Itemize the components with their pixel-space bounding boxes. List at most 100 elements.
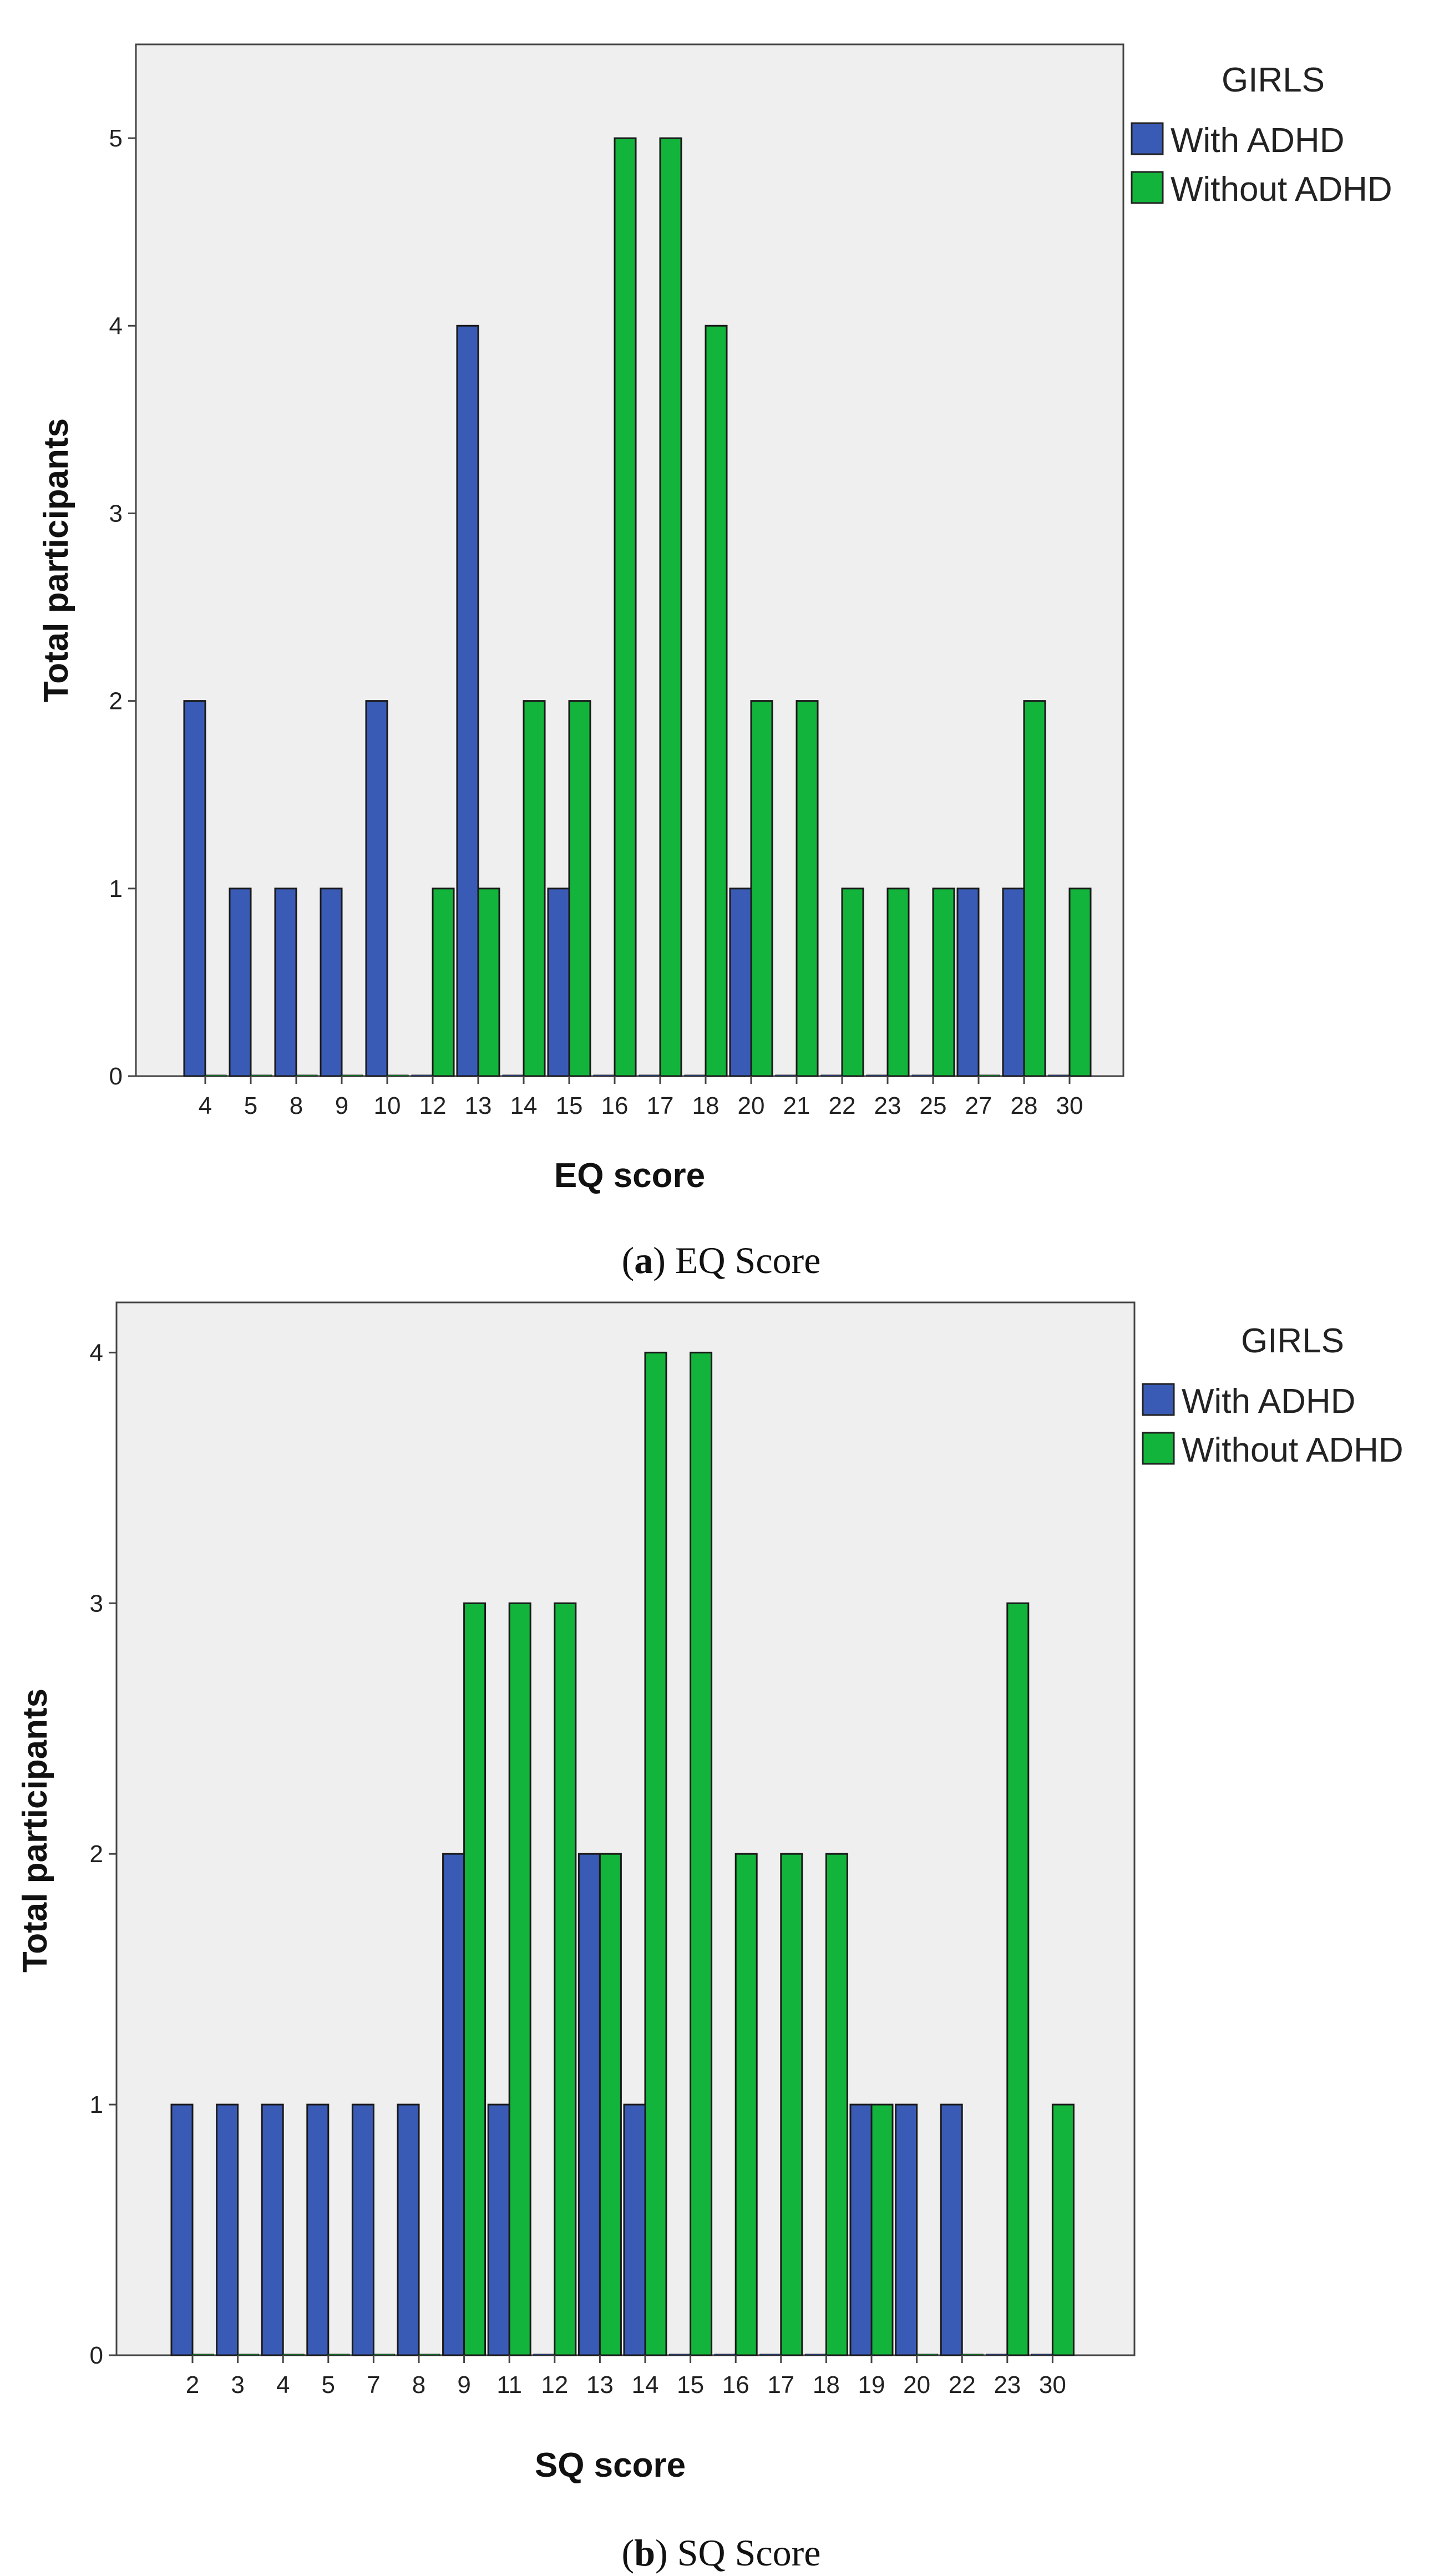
bar-without-adhd-sq-14: [644, 1351, 667, 2356]
legend-swatch-without-adhd-sq: [1142, 1432, 1175, 1465]
y-tick-label: 2: [109, 688, 123, 715]
bar-without-adhd-eq-16: [614, 137, 637, 1077]
x-tick-label: 11: [496, 2371, 522, 2398]
bar-with-adhd-eq-13: [456, 324, 479, 1077]
x-tick-label: 4: [276, 2371, 290, 2398]
x-tick-label: 5: [244, 1092, 257, 1119]
x-tick-label: 13: [465, 1092, 492, 1119]
bar-with-adhd-eq-27: [956, 888, 980, 1077]
caption-eq: (a) EQ Score: [622, 1239, 821, 1281]
x-tick-label: 12: [541, 2371, 568, 2398]
bar-without-adhd-eq-14: [523, 700, 546, 1077]
bar-without-adhd-sq-4: [282, 2354, 305, 2356]
x-tick-label: 16: [601, 1092, 629, 1119]
x-tick-label: 20: [738, 1092, 765, 1119]
bar-with-adhd-sq-23: [986, 2354, 1008, 2356]
bar-without-adhd-sq-5: [328, 2354, 350, 2356]
y-axis-title-sq: Total participants: [16, 1688, 54, 1972]
x-tick-label: 13: [586, 2371, 614, 2398]
bar-without-adhd-sq-8: [418, 2354, 440, 2356]
bar-without-adhd-eq-21: [796, 700, 819, 1077]
x-tick-label: 22: [829, 1092, 856, 1119]
x-tick-label: 14: [510, 1092, 538, 1119]
bar-without-adhd-eq-13: [477, 888, 500, 1077]
bar-without-adhd-eq-18: [705, 324, 728, 1077]
y-tick-label: 2: [90, 1840, 103, 1868]
bar-with-adhd-sq-17: [759, 2354, 782, 2356]
y-tick-label: 4: [109, 312, 123, 339]
x-tick-label: 4: [199, 1092, 212, 1119]
bar-with-adhd-eq-12: [411, 1074, 433, 1077]
legend-swatch-with-adhd-sq: [1142, 1383, 1175, 1416]
bar-without-adhd-sq-15: [690, 1351, 713, 2356]
y-tick-label: 3: [90, 1590, 103, 1617]
bar-with-adhd-sq-3: [216, 2103, 239, 2356]
x-axis-title-eq: EQ score: [554, 1157, 705, 1195]
y-axis-title-eq: Total participants: [37, 418, 75, 702]
bar-with-adhd-eq-17: [639, 1074, 661, 1077]
bar-with-adhd-eq-23: [866, 1074, 888, 1077]
y-tick-label: 3: [109, 500, 123, 527]
bar-with-adhd-sq-22: [940, 2103, 963, 2356]
x-tick-label: 10: [374, 1092, 401, 1119]
x-tick-label: 18: [692, 1092, 720, 1119]
y-tick-label: 1: [109, 875, 123, 902]
bar-without-adhd-eq-27: [978, 1074, 1000, 1077]
bar-without-adhd-sq-13: [599, 1853, 622, 2356]
bar-without-adhd-eq-15: [568, 700, 591, 1077]
y-axis-eq: 0 1 2 3 4 5: [109, 125, 136, 1090]
bar-with-adhd-sq-15: [669, 2354, 691, 2356]
bar-with-adhd-eq-21: [775, 1074, 797, 1077]
legend-label-without-adhd-eq: Without ADHD: [1171, 170, 1392, 209]
bar-with-adhd-sq-12: [533, 2354, 555, 2356]
x-axis-sq: 2 3 4 5 7 8 9 11 12 13 14 15 16 17 18 19 20 22 23 30: [186, 2355, 1066, 2398]
x-tick-label: 8: [412, 2371, 425, 2398]
y-tick-label: 4: [90, 1339, 103, 1366]
bar-without-adhd-eq-12: [432, 888, 455, 1077]
bar-without-adhd-sq-9: [463, 1602, 487, 2356]
x-tick-label: 14: [632, 2371, 659, 2398]
bars-sq: [170, 1351, 1075, 2356]
bar-without-adhd-sq-7: [373, 2354, 395, 2356]
x-tick-label: 16: [722, 2371, 749, 2398]
x-tick-label: 20: [903, 2371, 930, 2398]
bar-with-adhd-eq-16: [593, 1074, 615, 1077]
bar-without-adhd-sq-16: [734, 1853, 758, 2356]
bar-with-adhd-eq-14: [502, 1074, 524, 1077]
x-tick-label: 18: [813, 2371, 840, 2398]
bar-without-adhd-sq-30: [1051, 2103, 1075, 2356]
bar-with-adhd-eq-4: [183, 700, 206, 1077]
x-tick-label: 8: [290, 1092, 303, 1119]
bar-with-adhd-sq-18: [804, 2354, 827, 2356]
bar-without-adhd-eq-5: [250, 1074, 272, 1077]
bar-without-adhd-sq-18: [825, 1853, 848, 2356]
bar-with-adhd-sq-7: [351, 2103, 374, 2356]
bar-without-adhd-eq-20: [750, 700, 773, 1077]
bar-with-adhd-eq-22: [820, 1074, 843, 1077]
x-tick-label: 23: [994, 2371, 1021, 2398]
bar-with-adhd-sq-11: [487, 2103, 510, 2356]
bar-without-adhd-sq-19: [870, 2103, 894, 2356]
bar-with-adhd-sq-8: [397, 2103, 420, 2356]
bar-with-adhd-sq-30: [1031, 2354, 1053, 2356]
x-tick-label: 5: [322, 2371, 335, 2398]
bar-without-adhd-sq-20: [916, 2354, 939, 2356]
bars-eq: [183, 137, 1092, 1077]
bar-without-adhd-eq-23: [886, 888, 910, 1077]
bar-without-adhd-eq-10: [387, 1074, 409, 1077]
x-tick-label: 15: [556, 1092, 583, 1119]
caption-sq: (b) SQ Score: [622, 2532, 821, 2574]
legend-eq: GIRLS With ADHD Without ADHD: [1131, 61, 1392, 209]
legend-label-without-adhd-sq: Without ADHD: [1182, 1431, 1404, 1469]
x-tick-label: 3: [231, 2371, 244, 2398]
bar-with-adhd-sq-19: [849, 2103, 873, 2356]
bar-without-adhd-eq-17: [659, 137, 682, 1077]
bar-with-adhd-sq-16: [714, 2354, 736, 2356]
bar-with-adhd-sq-9: [442, 1853, 465, 2356]
x-tick-label: 25: [920, 1092, 947, 1119]
x-tick-label: 30: [1039, 2371, 1066, 2398]
legend-title-sq: GIRLS: [1241, 1322, 1344, 1360]
x-tick-label: 21: [783, 1092, 810, 1119]
